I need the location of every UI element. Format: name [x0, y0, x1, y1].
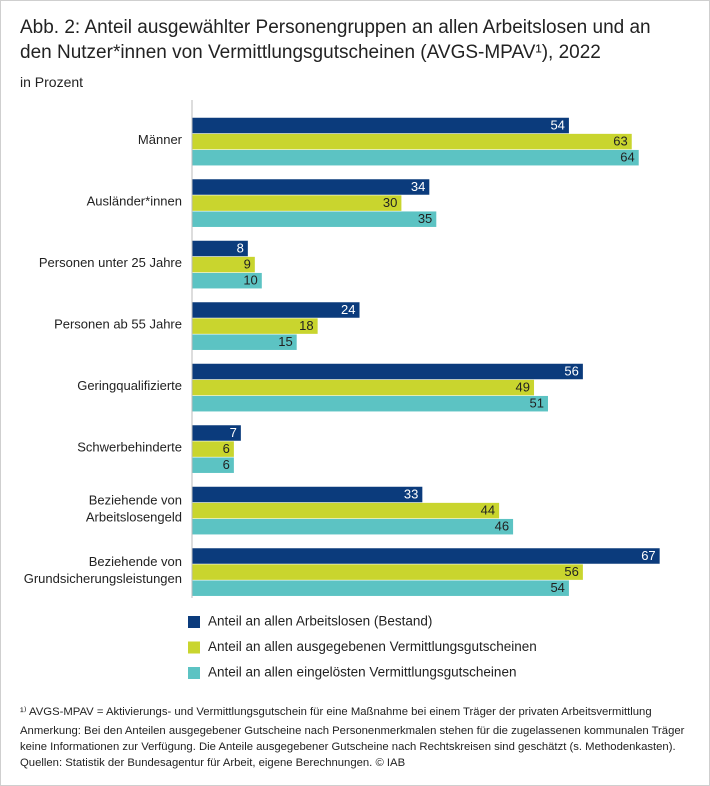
value-label: 6 [223, 457, 230, 472]
value-label: 46 [495, 519, 509, 534]
category-label: Männer [138, 132, 183, 147]
bar [192, 457, 234, 473]
note: Anmerkung: Bei den Anteilen ausgegebener… [20, 725, 685, 753]
bar [192, 502, 500, 519]
value-label: 54 [550, 580, 564, 595]
value-label: 63 [613, 134, 627, 149]
category-label: Personen unter 25 Jahre [39, 255, 182, 270]
bar [192, 302, 360, 318]
legend-label: Anteil an allen eingelösten Vermittlungs… [208, 665, 516, 680]
value-label: 15 [278, 334, 292, 349]
legend-swatch [188, 641, 200, 654]
bar [192, 195, 402, 211]
legend-swatch [188, 616, 200, 628]
value-label: 6 [223, 441, 230, 456]
value-label: 10 [243, 273, 257, 288]
value-label: 7 [230, 425, 237, 440]
value-label: 24 [341, 302, 355, 317]
bar [192, 179, 430, 195]
legend-label: Anteil an allen ausgegebenen Vermittlung… [208, 639, 537, 654]
value-label: 33 [404, 486, 418, 501]
bar [192, 133, 632, 150]
note: Quellen: Statistik der Bundesagentur für… [20, 757, 406, 769]
bar [192, 318, 318, 334]
category-label: Ausländer*innen [87, 194, 182, 209]
bar [192, 211, 437, 227]
bar [192, 518, 514, 535]
bar [192, 395, 548, 412]
legend-swatch [188, 667, 200, 679]
value-label: 8 [237, 240, 244, 255]
category-label: Beziehende von Arbeitslosengeld [86, 493, 182, 525]
bar [192, 272, 262, 289]
bar [192, 486, 423, 503]
chart-title: Abb. 2: Anteil ausgewählter Personengrup… [20, 17, 651, 63]
value-label: 30 [383, 195, 397, 210]
value-label: 51 [530, 396, 544, 411]
value-label: 9 [244, 257, 251, 272]
notes: ¹⁾ AVGS-MPAV = Aktivierungs- und Vermitt… [20, 704, 700, 771]
category-label: Geringqualifizierte [77, 378, 182, 393]
category-label: Schwerbehinderte [77, 440, 182, 455]
bar [192, 564, 583, 580]
value-label: 54 [550, 117, 564, 132]
value-label: 44 [481, 503, 495, 518]
value-label: 49 [516, 380, 530, 395]
bar [192, 149, 639, 166]
bar [192, 363, 583, 380]
chart-subtitle: in Prozent [20, 74, 84, 90]
bar [192, 256, 255, 273]
value-label: 56 [564, 363, 578, 378]
bar [192, 117, 569, 134]
bar [192, 379, 535, 396]
value-label: 56 [564, 564, 578, 579]
category-label: Personen ab 55 Jahre [54, 317, 182, 332]
value-label: 67 [641, 548, 655, 563]
bar [192, 425, 241, 441]
note: ¹⁾ AVGS-MPAV = Aktivierungs- und Vermitt… [20, 706, 652, 718]
value-label: 64 [620, 150, 634, 165]
category-label: Beziehende von Grundsicherungsleistungen [24, 554, 182, 586]
value-label: 35 [418, 211, 432, 226]
value-label: 34 [411, 179, 425, 194]
value-label: 18 [299, 318, 313, 333]
bar [192, 441, 234, 457]
bar [192, 548, 660, 564]
bar [192, 334, 297, 350]
bar [192, 580, 569, 596]
bar [192, 240, 248, 257]
legend: Anteil an allen Arbeitslosen (Bestand) An… [188, 614, 537, 680]
legend-label: Anteil an allen Arbeitslosen (Bestand) [208, 614, 432, 629]
